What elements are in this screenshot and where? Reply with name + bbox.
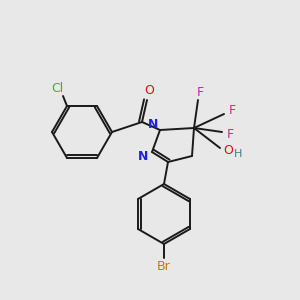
Text: O: O [144, 85, 154, 98]
Text: F: F [228, 104, 236, 118]
Text: O: O [223, 143, 233, 157]
Text: Br: Br [157, 260, 171, 274]
Text: F: F [196, 85, 204, 98]
Text: N: N [148, 118, 158, 130]
Text: H: H [234, 149, 242, 159]
Text: F: F [226, 128, 234, 142]
Text: N: N [138, 151, 148, 164]
Text: Cl: Cl [51, 82, 63, 94]
